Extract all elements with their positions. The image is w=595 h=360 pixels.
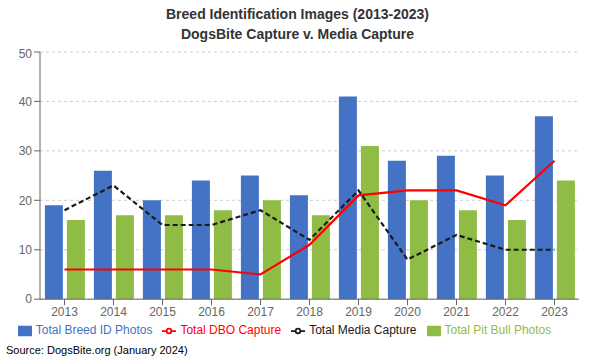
svg-text:2017: 2017 xyxy=(247,305,274,319)
html-text:Total Breed ID Photos: Total Breed ID Photos xyxy=(35,323,153,338)
svg-text:30: 30 xyxy=(19,144,33,158)
svg-text:10: 10 xyxy=(19,243,33,257)
html-text:Total Pit Bull Photos: Total Pit Bull Photos xyxy=(444,323,552,338)
svg-text:2013: 2013 xyxy=(51,305,78,319)
svg-text:40: 40 xyxy=(19,95,33,109)
html-text:Total DBO Capture: Total DBO Capture xyxy=(180,323,282,338)
svg-text:2016: 2016 xyxy=(198,305,225,319)
svg-text:2022: 2022 xyxy=(492,305,519,319)
svg-text:2014: 2014 xyxy=(100,305,127,319)
html-text:Source: DogsBite.org (January: Source: DogsBite.org (January 2024) xyxy=(6,344,188,356)
svg-text:2021: 2021 xyxy=(443,305,470,319)
html-text:DogsBite Capture v. Media Capt: DogsBite Capture v. Media Capture xyxy=(180,26,415,42)
svg-text:2020: 2020 xyxy=(394,305,421,319)
html-text:Total Media Capture: Total Media Capture xyxy=(309,323,417,338)
svg-text:2019: 2019 xyxy=(345,305,372,319)
svg-text:20: 20 xyxy=(19,194,33,208)
html-text:Breed Identification Images (2: Breed Identification Images (2013-2023) xyxy=(166,6,429,22)
svg-text:2015: 2015 xyxy=(149,305,176,319)
svg-text:2018: 2018 xyxy=(296,305,323,319)
svg-text:0: 0 xyxy=(25,292,32,306)
svg-text:50: 50 xyxy=(19,47,33,61)
svg-text:2023: 2023 xyxy=(541,305,568,319)
